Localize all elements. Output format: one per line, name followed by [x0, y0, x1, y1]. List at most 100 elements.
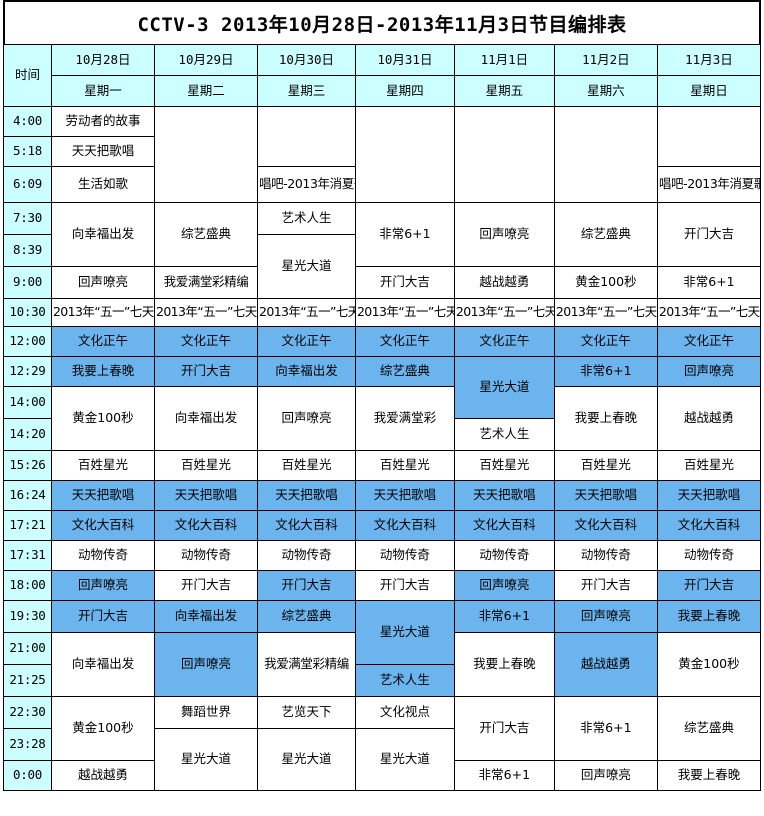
program-cell[interactable]: 非常6+1: [453, 760, 555, 791]
program-cell[interactable]: 艺术人生: [453, 418, 555, 451]
program-cell[interactable]: 回声嘹亮: [656, 356, 762, 387]
program-cell[interactable]: 星光大道: [257, 728, 356, 791]
program-cell[interactable]: 黄金100秒: [553, 266, 658, 299]
program-cell[interactable]: 百姓星光: [453, 450, 555, 481]
program-cell[interactable]: 回声嘹亮: [257, 386, 356, 451]
program-cell[interactable]: 回声嘹亮: [50, 266, 155, 299]
program-cell-empty[interactable]: [453, 106, 555, 203]
program-cell[interactable]: 天天把歌唱: [153, 480, 259, 511]
program-cell[interactable]: 舞蹈世界: [153, 696, 259, 729]
program-cell[interactable]: 2013年“五一”七天乐: [553, 298, 658, 327]
program-cell[interactable]: 天天把歌唱: [453, 480, 555, 511]
program-cell[interactable]: 我要上春晚: [656, 760, 762, 791]
program-cell-empty[interactable]: [354, 106, 455, 203]
program-cell[interactable]: 向幸福出发: [153, 386, 259, 451]
program-cell[interactable]: 劳动者的故事: [50, 106, 155, 137]
program-cell[interactable]: 开门大吉: [553, 570, 658, 601]
program-cell[interactable]: 黄金100秒: [50, 386, 155, 451]
program-cell[interactable]: 2013年“五一”七天乐: [453, 298, 555, 327]
program-cell[interactable]: 非常6+1: [354, 202, 455, 267]
program-cell[interactable]: 综艺盛典: [354, 356, 455, 387]
program-cell[interactable]: 回声嘹亮: [453, 570, 555, 601]
program-cell[interactable]: 星光大道: [153, 728, 259, 791]
program-cell[interactable]: 唱吧-2013年消夏歌会: [656, 166, 762, 203]
program-cell[interactable]: 天天把歌唱: [354, 480, 455, 511]
program-cell[interactable]: 动物传奇: [553, 540, 658, 571]
program-cell[interactable]: 天天把歌唱: [553, 480, 658, 511]
program-cell[interactable]: 百姓星光: [153, 450, 259, 481]
program-cell-empty[interactable]: [257, 106, 356, 167]
program-cell[interactable]: 我爱满堂彩: [354, 386, 455, 451]
program-cell[interactable]: 越战越勇: [553, 632, 658, 697]
program-cell[interactable]: 我爱满堂彩精编: [153, 266, 259, 299]
program-cell[interactable]: 开门大吉: [153, 570, 259, 601]
program-cell[interactable]: 文化视点: [354, 696, 455, 729]
program-cell[interactable]: 艺术人生: [257, 202, 356, 235]
program-cell[interactable]: 文化正午: [553, 326, 658, 357]
program-cell[interactable]: 文化大百科: [656, 510, 762, 541]
program-cell[interactable]: 开门大吉: [656, 570, 762, 601]
program-cell[interactable]: 星光大道: [257, 234, 356, 299]
program-cell[interactable]: 文化正午: [257, 326, 356, 357]
program-cell[interactable]: 向幸福出发: [257, 356, 356, 387]
program-cell[interactable]: 文化大百科: [153, 510, 259, 541]
program-cell[interactable]: 生活如歌: [50, 166, 155, 203]
program-cell[interactable]: 向幸福出发: [50, 632, 155, 697]
program-cell[interactable]: 回声嘹亮: [50, 570, 155, 601]
program-cell[interactable]: 百姓星光: [553, 450, 658, 481]
program-cell[interactable]: 2013年“五一”七天乐: [257, 298, 356, 327]
program-cell[interactable]: 2013年“五一”七天乐: [50, 298, 155, 327]
program-cell[interactable]: 文化正午: [453, 326, 555, 357]
program-cell[interactable]: 唱吧-2013年消夏歌会: [257, 166, 356, 203]
program-cell[interactable]: 动物传奇: [153, 540, 259, 571]
program-cell[interactable]: 综艺盛典: [153, 202, 259, 267]
program-cell[interactable]: 我要上春晚: [50, 356, 155, 387]
program-cell[interactable]: 越战越勇: [50, 760, 155, 791]
program-cell[interactable]: 综艺盛典: [656, 696, 762, 761]
program-cell[interactable]: 开门大吉: [656, 202, 762, 267]
program-cell[interactable]: 开门大吉: [354, 266, 455, 299]
program-cell[interactable]: 艺览天下: [257, 696, 356, 729]
program-cell[interactable]: 星光大道: [354, 728, 455, 791]
program-cell[interactable]: 开门大吉: [453, 696, 555, 761]
program-cell[interactable]: 文化正午: [50, 326, 155, 357]
program-cell[interactable]: 天天把歌唱: [50, 480, 155, 511]
program-cell[interactable]: 回声嘹亮: [453, 202, 555, 267]
program-cell[interactable]: 星光大道: [453, 356, 555, 419]
program-cell[interactable]: 文化大百科: [553, 510, 658, 541]
program-cell[interactable]: 开门大吉: [354, 570, 455, 601]
program-cell[interactable]: 非常6+1: [656, 266, 762, 299]
program-cell-empty[interactable]: [656, 106, 762, 167]
program-cell[interactable]: 开门大吉: [153, 356, 259, 387]
program-cell[interactable]: 文化大百科: [354, 510, 455, 541]
program-cell[interactable]: 文化大百科: [50, 510, 155, 541]
program-cell[interactable]: 非常6+1: [553, 356, 658, 387]
program-cell[interactable]: 回声嘹亮: [553, 760, 658, 791]
program-cell[interactable]: 我要上春晚: [453, 632, 555, 697]
program-cell[interactable]: 动物传奇: [453, 540, 555, 571]
program-cell[interactable]: 2013年“五一”七天乐: [153, 298, 259, 327]
program-cell-empty[interactable]: [153, 106, 259, 203]
program-cell[interactable]: 动物传奇: [656, 540, 762, 571]
program-cell[interactable]: 文化正午: [354, 326, 455, 357]
program-cell[interactable]: 向幸福出发: [50, 202, 155, 267]
program-cell[interactable]: 非常6+1: [553, 696, 658, 761]
program-cell[interactable]: 我要上春晚: [553, 386, 658, 451]
program-cell[interactable]: 百姓星光: [257, 450, 356, 481]
program-cell[interactable]: 文化正午: [153, 326, 259, 357]
program-cell[interactable]: 文化正午: [656, 326, 762, 357]
program-cell[interactable]: 综艺盛典: [257, 600, 356, 633]
program-cell[interactable]: 2013年“五一”七天乐: [354, 298, 455, 327]
program-cell-empty[interactable]: [553, 106, 658, 203]
program-cell[interactable]: 我爱满堂彩精编: [257, 632, 356, 697]
program-cell[interactable]: 回声嘹亮: [153, 632, 259, 697]
program-cell[interactable]: 动物传奇: [50, 540, 155, 571]
program-cell[interactable]: 天天把歌唱: [656, 480, 762, 511]
program-cell[interactable]: 文化大百科: [453, 510, 555, 541]
program-cell[interactable]: 黄金100秒: [656, 632, 762, 697]
program-cell[interactable]: 天天把歌唱: [50, 136, 155, 167]
program-cell[interactable]: 开门大吉: [257, 570, 356, 601]
program-cell[interactable]: 星光大道: [354, 600, 455, 665]
program-cell[interactable]: 2013年“五一”七天乐: [656, 298, 762, 327]
program-cell[interactable]: 动物传奇: [354, 540, 455, 571]
